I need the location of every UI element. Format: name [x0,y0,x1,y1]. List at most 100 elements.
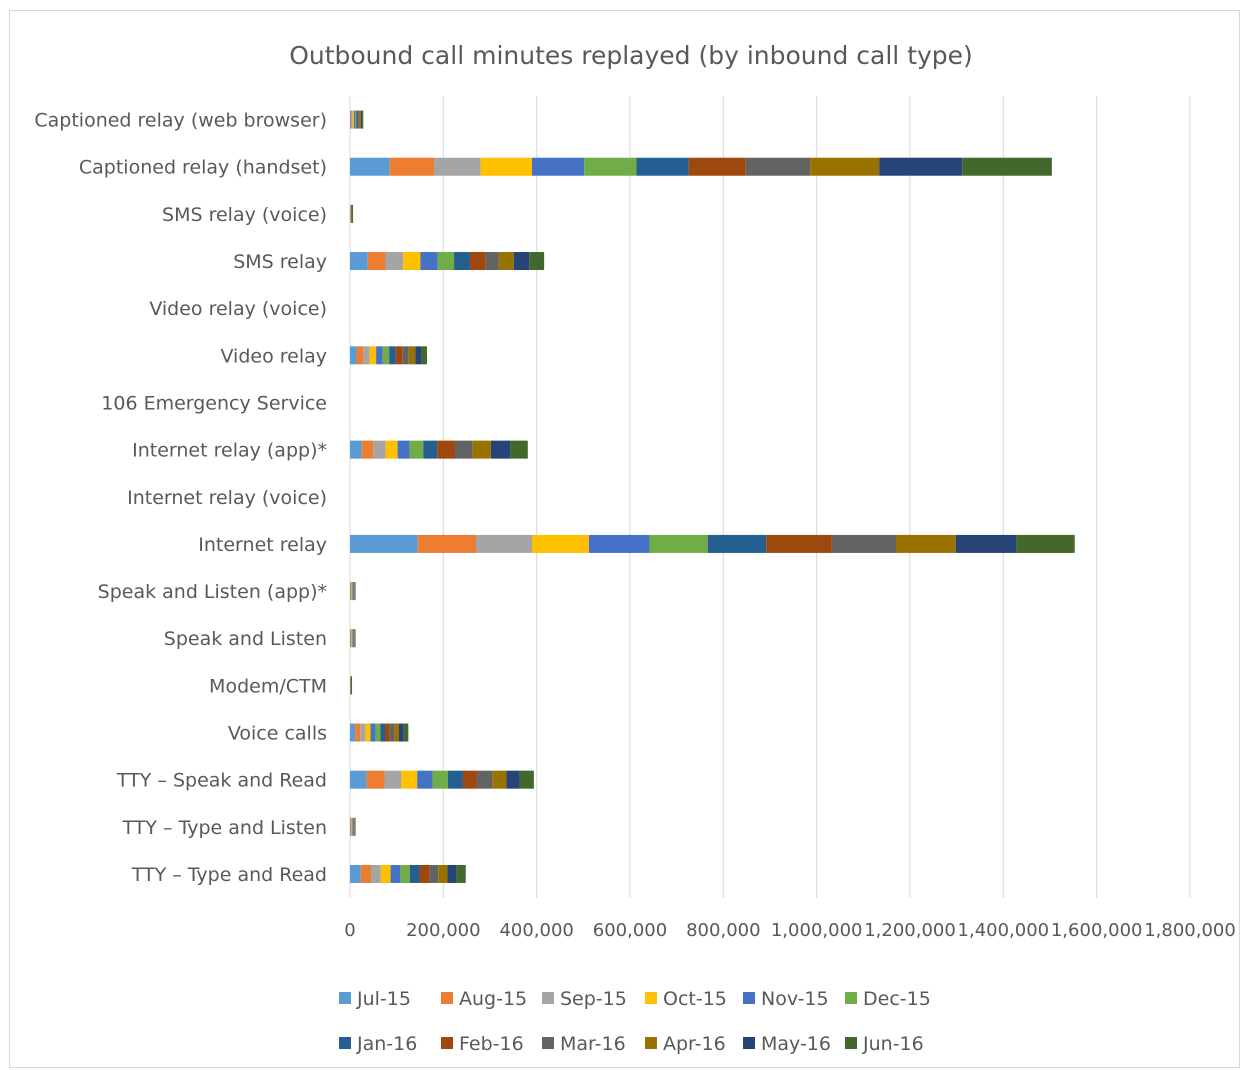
bar-segment-oct-15-16 [380,864,391,883]
bar-segment-jun-16-2 [352,204,354,223]
bar-segment-may-16-15 [354,817,356,836]
bar-segment-oct-15-13 [365,723,371,742]
category-label: 106 Emergency Service [101,392,327,414]
bar-segment-feb-16-5 [395,346,403,365]
category-label: Internet relay [198,534,327,556]
bar-segment-apr-16-5 [408,346,416,365]
category-label: Speak and Listen [164,628,327,650]
category-label: Internet relay (app)* [132,440,327,462]
bar-segment-feb-16-7 [437,440,455,459]
legend-item-dec-15: Dec-15 [845,988,931,1010]
category-label: Captioned relay (handset) [79,157,327,179]
bar-segment-mar-16-3 [485,252,499,271]
bar-segment-oct-15-0 [352,110,354,129]
bar-segment-may-16-1 [879,157,963,176]
bar-segment-mar-16-15 [353,817,355,836]
bar-segment-mar-16-7 [455,440,473,459]
bar-segment-jan-16-14 [448,770,463,789]
bar-segment-jan-16-3 [454,252,470,271]
bar-segment-jan-16-16 [409,864,420,883]
bar-segment-apr-16-13 [394,723,399,742]
bar-segment-sep-15-14 [384,770,402,789]
category-label: Video relay (voice) [149,298,327,320]
bar-segment-may-16-11 [354,629,356,648]
bar-segment-jul-15-1 [350,157,390,176]
legend-item-jul-15: Jul-15 [339,988,411,1010]
bar-segment-sep-15-9 [476,534,532,553]
legend-swatch [441,1037,453,1049]
bar-segment-nov-15-13 [370,723,376,742]
bar-segment-apr-16-15 [354,817,355,836]
category-label: Voice calls [228,723,327,745]
bar-segment-jan-16-0 [356,110,358,129]
x-tick-label: 1,200,000 [864,920,956,941]
bar-segment-nov-15-9 [588,534,650,553]
bar-segment-nov-15-15 [351,817,353,836]
legend-swatch [645,992,657,1004]
bar-segment-mar-16-14 [476,770,493,789]
bar-segment-nov-15-3 [420,252,438,271]
bar-segment-dec-15-14 [432,770,448,789]
bar-segment-apr-16-3 [498,252,514,271]
legend-label: Feb-16 [459,1033,524,1055]
legend-label: Nov-15 [761,988,829,1010]
bar-segment-feb-16-1 [688,157,746,176]
bar-segment-jan-16-15 [352,817,354,836]
bar-segment-mar-16-13 [389,723,395,742]
bar-segment-feb-16-14 [462,770,477,789]
legend-item-aug-15: Aug-15 [441,988,527,1010]
legend-item-may-16: May-16 [743,1033,831,1055]
legend-swatch [339,992,351,1004]
bar-segment-oct-15-3 [403,252,421,271]
bar-segment-sep-15-3 [385,252,404,271]
legend-swatch [743,992,755,1004]
bar-segment-mar-16-5 [402,346,409,365]
bar-segment-jun-16-5 [421,346,427,365]
legend-swatch [542,1037,554,1049]
bar-segment-mar-16-1 [745,157,811,176]
x-tick-label: 1,600,000 [1051,920,1143,941]
legend-item-mar-16: Mar-16 [542,1033,626,1055]
bar-segment-oct-15-5 [369,346,377,365]
bar-segment-nov-15-14 [417,770,433,789]
bar-segment-feb-16-10 [353,582,354,601]
category-labels: Captioned relay (web browser) Captioned r… [34,110,327,886]
bar-segment-jun-16-15 [355,817,356,836]
chart-title: Outbound call minutes replayed (by inbou… [289,41,973,70]
bar-segment-jun-16-1 [962,157,1052,176]
bar-segment-aug-15-7 [361,440,374,459]
bar-segment-may-16-7 [490,440,511,459]
bar-segment-may-16-9 [955,534,1017,553]
bar-segment-apr-16-7 [472,440,491,459]
bar-segment-may-16-5 [415,346,422,365]
category-label: Internet relay (voice) [127,487,327,509]
bar-segment-dec-15-9 [649,534,708,553]
legend-label: Jan-16 [356,1033,417,1055]
bar-segment-sep-15-13 [360,723,366,742]
bar-segment-apr-16-0 [359,110,361,129]
bar-segment-aug-15-5 [356,346,364,365]
legend-item-oct-15: Oct-15 [645,988,727,1010]
category-label: Video relay [220,345,327,367]
bar-segment-jul-15-0 [350,110,351,129]
x-tick-label: 1,000,000 [771,920,863,941]
bar-segment-sep-15-11 [350,629,352,648]
bar-segment-feb-16-13 [385,723,390,742]
bar-segment-jul-15-9 [350,534,418,553]
bar-segment-may-16-0 [360,110,363,129]
bar-segment-dec-15-0 [355,110,357,129]
legend-swatch [845,992,857,1004]
bar-segment-jan-16-11 [352,629,354,648]
bar-segment-sep-15-16 [371,864,381,883]
bar-segment-nov-15-1 [532,157,585,176]
legend-swatch [743,1037,755,1049]
bar-segment-jul-15-5 [350,346,357,365]
category-label: Modem/CTM [209,675,327,697]
bar-segment-mar-16-16 [429,864,439,883]
bar-segment-apr-16-16 [438,864,448,883]
category-label: TTY – Speak and Read [116,770,327,792]
bar-segment-nov-15-7 [397,440,410,459]
legend-item-apr-16: Apr-16 [645,1033,726,1055]
legend-item-feb-16: Feb-16 [441,1033,524,1055]
bar-segment-nov-15-16 [390,864,401,883]
